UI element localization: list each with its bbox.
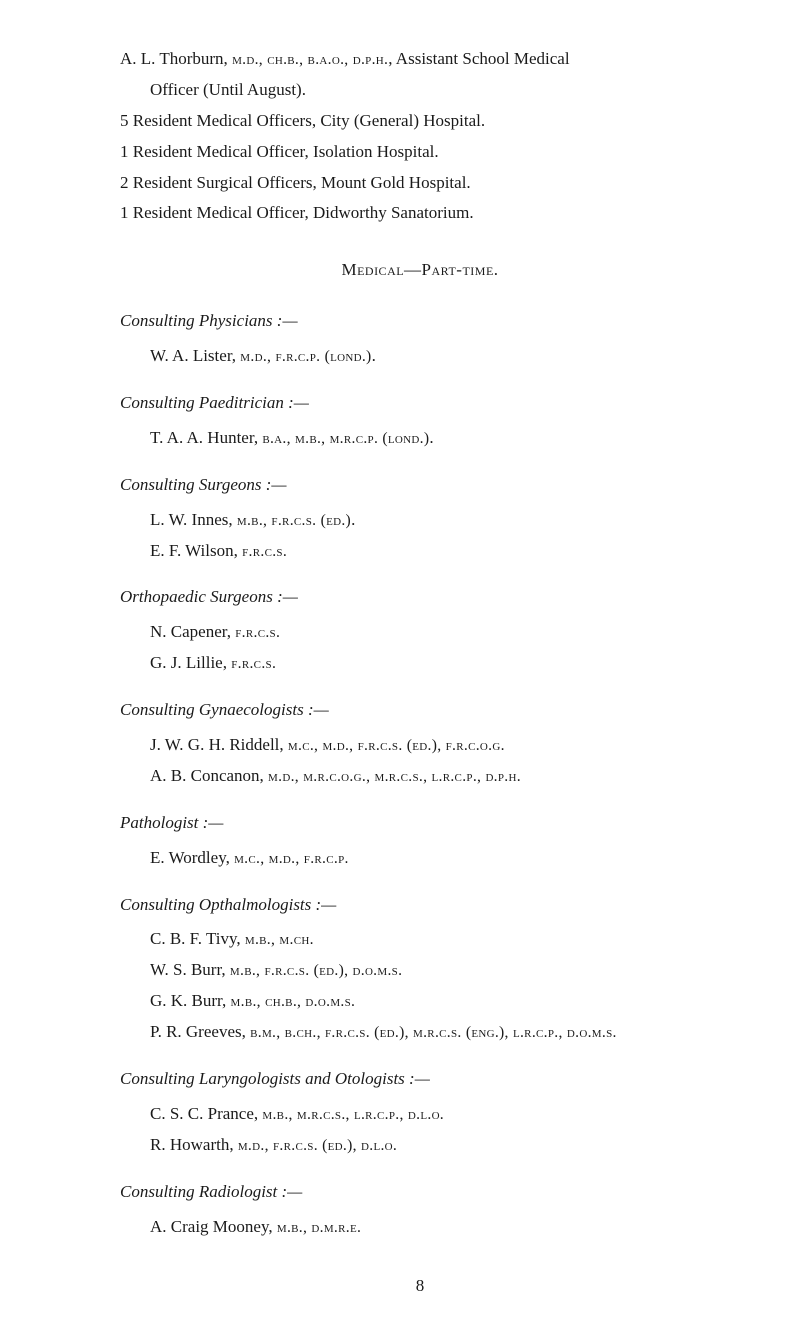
subsections: Consulting Physicians :— W. A. Lister, m.… xyxy=(120,307,720,1241)
top-entry: 2 Resident Surgical Officers, Mount Gold… xyxy=(120,169,720,198)
subsection-title: Consulting Physicians :— xyxy=(120,307,720,336)
entry-text-pre: G. J. Lillie, xyxy=(150,653,231,672)
subsection-entry: A. Craig Mooney, m.b., d.m.r.e. xyxy=(120,1213,720,1242)
subsection-entry: J. W. G. H. Riddell, m.c., m.d., f.r.c.s… xyxy=(120,731,720,760)
entry-credentials: b.a., m.b., m.r.c.p. (lond.) xyxy=(262,430,429,447)
subsection-title: Consulting Paeditrician :— xyxy=(120,389,720,418)
entry-credentials: m.b., f.r.c.s. (ed.) xyxy=(237,512,351,529)
entry-text-pre: 1 Resident Medical Officer, Didworthy Sa… xyxy=(120,203,474,222)
top-entry: 1 Resident Medical Officer, Isolation Ho… xyxy=(120,138,720,167)
entry-credentials: f.r.c.s. xyxy=(235,624,280,641)
entry-text-pre: A. L. Thorburn, xyxy=(120,49,232,68)
subsection-entry: T. A. A. Hunter, b.a., m.b., m.r.c.p. (l… xyxy=(120,424,720,453)
subsection-title: Pathologist :— xyxy=(120,809,720,838)
entry-text-post: . xyxy=(351,510,355,529)
page-content: A. L. Thorburn, m.d., ch.b., b.a.o., d.p… xyxy=(120,45,720,1300)
entry-credentials: m.d., ch.b., b.a.o., d.p.h. xyxy=(232,51,388,68)
entry-text-pre: W. S. Burr, xyxy=(150,960,230,979)
entry-credentials: m.b., m.r.c.s., l.r.c.p., d.l.o. xyxy=(262,1106,444,1123)
entry-text-pre: G. K. Burr, xyxy=(150,991,231,1010)
subsection-title: Consulting Laryngologists and Otologists… xyxy=(120,1065,720,1094)
entry-text-pre: P. R. Greeves, xyxy=(150,1022,250,1041)
entry-text-pre: T. A. A. Hunter, xyxy=(150,428,262,447)
entry-text-pre: A. B. Concanon, xyxy=(150,766,268,785)
entry-credentials: m.c., m.d., f.r.c.s. (ed.), f.r.c.o.g. xyxy=(288,737,505,754)
entry-text-post: . xyxy=(429,428,433,447)
entry-text-pre: 5 Resident Medical Officers, City (Gener… xyxy=(120,111,485,130)
subsection-entry: E. F. Wilson, f.r.c.s. xyxy=(120,537,720,566)
entry-credentials: f.r.c.s. xyxy=(231,655,276,672)
entry-text-pre: Officer (Until August). xyxy=(150,80,306,99)
entry-credentials: m.b., d.m.r.e. xyxy=(277,1219,361,1236)
entry-credentials: m.b., f.r.c.s. (ed.), d.o.m.s. xyxy=(230,962,402,979)
entry-credentials: m.b., m.ch. xyxy=(245,931,314,948)
top-entries: A. L. Thorburn, m.d., ch.b., b.a.o., d.p… xyxy=(120,45,720,228)
subsection-title: Consulting Opthalmologists :— xyxy=(120,891,720,920)
entry-text-pre: L. W. Innes, xyxy=(150,510,237,529)
entry-text-post: , Assistant School Medical xyxy=(388,49,569,68)
entry-text-pre: 2 Resident Surgical Officers, Mount Gold… xyxy=(120,173,471,192)
subsection-entry: W. S. Burr, m.b., f.r.c.s. (ed.), d.o.m.… xyxy=(120,956,720,985)
entry-credentials: m.d., m.r.c.o.g., m.r.c.s., l.r.c.p., d.… xyxy=(268,768,521,785)
entry-text-pre: 1 Resident Medical Officer, Isolation Ho… xyxy=(120,142,439,161)
page-number: 8 xyxy=(120,1272,720,1301)
entry-credentials: m.b., ch.b., d.o.m.s. xyxy=(231,993,356,1010)
subsection-entry: L. W. Innes, m.b., f.r.c.s. (ed.). xyxy=(120,506,720,535)
subsection-entry: G. K. Burr, m.b., ch.b., d.o.m.s. xyxy=(120,987,720,1016)
subsection-entry: P. R. Greeves, b.m., b.ch., f.r.c.s. (ed… xyxy=(120,1018,720,1047)
entry-text-pre: E. Wordley, xyxy=(150,848,234,867)
entry-text-pre: J. W. G. H. Riddell, xyxy=(150,735,288,754)
top-entry: Officer (Until August). xyxy=(120,76,720,105)
entry-credentials: b.m., b.ch., f.r.c.s. (ed.), m.r.c.s. (e… xyxy=(250,1024,617,1041)
entry-text-pre: W. A. Lister, xyxy=(150,346,240,365)
entry-text-pre: C. S. C. Prance, xyxy=(150,1104,262,1123)
entry-credentials: m.d., f.r.c.s. (ed.), d.l.o. xyxy=(238,1137,397,1154)
entry-text-pre: E. F. Wilson, xyxy=(150,541,242,560)
entry-credentials: f.r.c.s. xyxy=(242,543,287,560)
subsection-entry: G. J. Lillie, f.r.c.s. xyxy=(120,649,720,678)
subsection-title: Consulting Surgeons :— xyxy=(120,471,720,500)
subsection-entry: N. Capener, f.r.c.s. xyxy=(120,618,720,647)
entry-credentials: m.c., m.d., f.r.c.p. xyxy=(234,850,349,867)
subsection-title: Consulting Gynaecologists :— xyxy=(120,696,720,725)
subsection-title: Orthopaedic Surgeons :— xyxy=(120,583,720,612)
section-heading: Medical—Part-time. xyxy=(120,256,720,285)
subsection-entry: C. S. C. Prance, m.b., m.r.c.s., l.r.c.p… xyxy=(120,1100,720,1129)
subsection-entry: R. Howarth, m.d., f.r.c.s. (ed.), d.l.o. xyxy=(120,1131,720,1160)
entry-text-post: . xyxy=(372,346,376,365)
subsection-entry: A. B. Concanon, m.d., m.r.c.o.g., m.r.c.… xyxy=(120,762,720,791)
subsection-title: Consulting Radiologist :— xyxy=(120,1178,720,1207)
subsection-entry: W. A. Lister, m.d., f.r.c.p. (lond.). xyxy=(120,342,720,371)
subsection-entry: C. B. F. Tivy, m.b., m.ch. xyxy=(120,925,720,954)
entry-text-pre: N. Capener, xyxy=(150,622,235,641)
entry-text-pre: C. B. F. Tivy, xyxy=(150,929,245,948)
top-entry: 1 Resident Medical Officer, Didworthy Sa… xyxy=(120,199,720,228)
entry-credentials: m.d., f.r.c.p. (lond.) xyxy=(240,348,371,365)
top-entry: A. L. Thorburn, m.d., ch.b., b.a.o., d.p… xyxy=(120,45,720,74)
entry-text-pre: A. Craig Mooney, xyxy=(150,1217,277,1236)
entry-text-pre: R. Howarth, xyxy=(150,1135,238,1154)
top-entry: 5 Resident Medical Officers, City (Gener… xyxy=(120,107,720,136)
subsection-entry: E. Wordley, m.c., m.d., f.r.c.p. xyxy=(120,844,720,873)
